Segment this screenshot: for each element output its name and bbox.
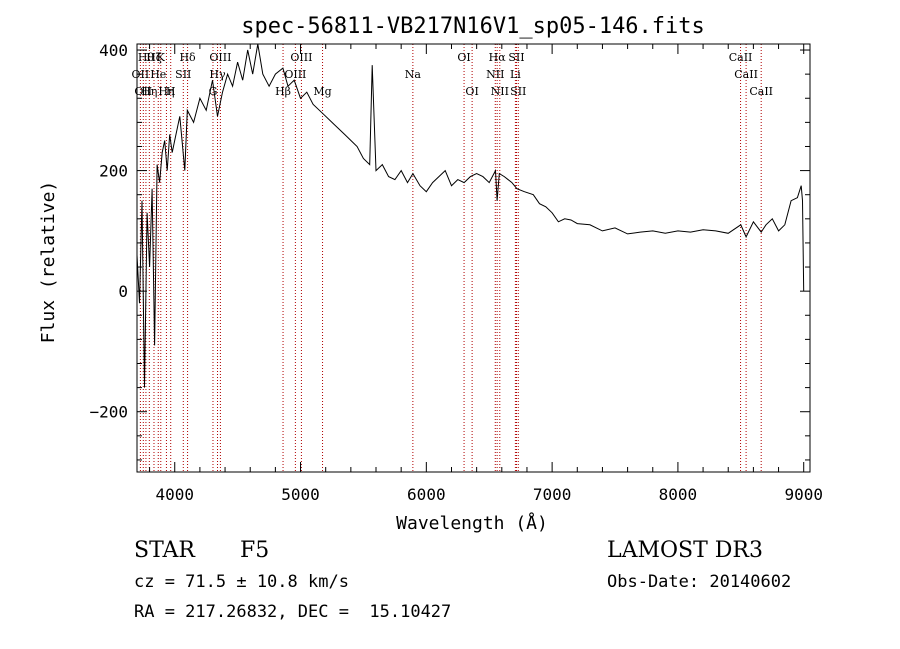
observation-date: Obs-Date: 20140602 [607, 572, 792, 592]
reference-line-label-29: CaII [749, 85, 773, 98]
reference-line-label-1: OII [134, 85, 152, 98]
reference-line-label-11: G [209, 85, 218, 98]
x-tick-label: 6000 [407, 485, 446, 504]
reference-line-label-22: Hα [489, 51, 507, 64]
x-axis-label: Wavelength (Å) [396, 512, 548, 534]
x-tick-label: 8000 [659, 485, 698, 504]
object-subclass: F5 [240, 538, 270, 563]
redshift-velocity: cz = 71.5 ± 10.8 km/s [134, 572, 349, 592]
reference-line-label-17: Mg [313, 85, 331, 98]
reference-line-label-7: Hη [158, 85, 174, 98]
reference-line-label-2: Hθ [138, 51, 155, 64]
reference-line-label-5: He [150, 68, 166, 81]
reference-line-label-9: SII [175, 68, 191, 81]
y-tick-label: 400 [99, 41, 128, 60]
y-axis-label: Flux (relative) [38, 181, 59, 344]
reference-line-label-12: Hγ [209, 68, 226, 81]
chart-title: spec-56811-VB217N16V1_sp05-146.fits [241, 14, 705, 39]
x-tick-label: 9000 [784, 485, 823, 504]
y-tick-label: 0 [118, 282, 128, 301]
reference-line-label-28: CaII [734, 68, 758, 81]
reference-line-label-27: CaII [729, 51, 753, 64]
reference-line-label-25: SII [508, 51, 524, 64]
reference-lines [139, 44, 762, 472]
x-tick-label: 5000 [281, 485, 320, 504]
reference-line-label-3: Hη [141, 85, 157, 98]
reference-line-label-14: Hβ [275, 85, 291, 98]
x-tick-label: 4000 [155, 485, 194, 504]
x-axis: 4000 5000 6000 7000 8000 9000 [149, 44, 823, 504]
survey-name: LAMOST DR3 [607, 538, 763, 563]
reference-line-label-24: Li [510, 68, 521, 81]
reference-line-label-8: H [166, 85, 176, 98]
reference-line-label-18: Na [405, 68, 422, 81]
spectrum-line [136, 43, 805, 388]
reference-line-label-19: OI [457, 51, 470, 64]
y-tick-label: 200 [99, 162, 128, 181]
reference-line-label-23: NII [491, 85, 509, 98]
reference-line-label-13: OIII [209, 51, 231, 64]
reference-line-label-4: Hζ [146, 51, 162, 64]
reference-labels: OIIOIIHθHηHζHeKHηHSIIHδGHγOIIIHβOIIIOIII… [132, 51, 773, 98]
reference-line-label-10: Hδ [179, 51, 196, 64]
y-axis: −200 0 200 400 [89, 41, 810, 461]
reference-line-label-6: K [157, 51, 166, 64]
plot-frame [136, 43, 811, 473]
reference-line-label-15: OIII [284, 68, 306, 81]
reference-line-label-21: NII [486, 68, 504, 81]
object-class: STAR [134, 538, 195, 563]
reference-line-label-26: SII [510, 85, 526, 98]
x-tick-label: 7000 [533, 485, 572, 504]
coordinates: RA = 217.26832, DEC = 15.10427 [134, 602, 452, 622]
y-tick-label: −200 [89, 403, 128, 422]
reference-line-label-20: OI [465, 85, 478, 98]
reference-line-label-16: OIII [290, 51, 312, 64]
